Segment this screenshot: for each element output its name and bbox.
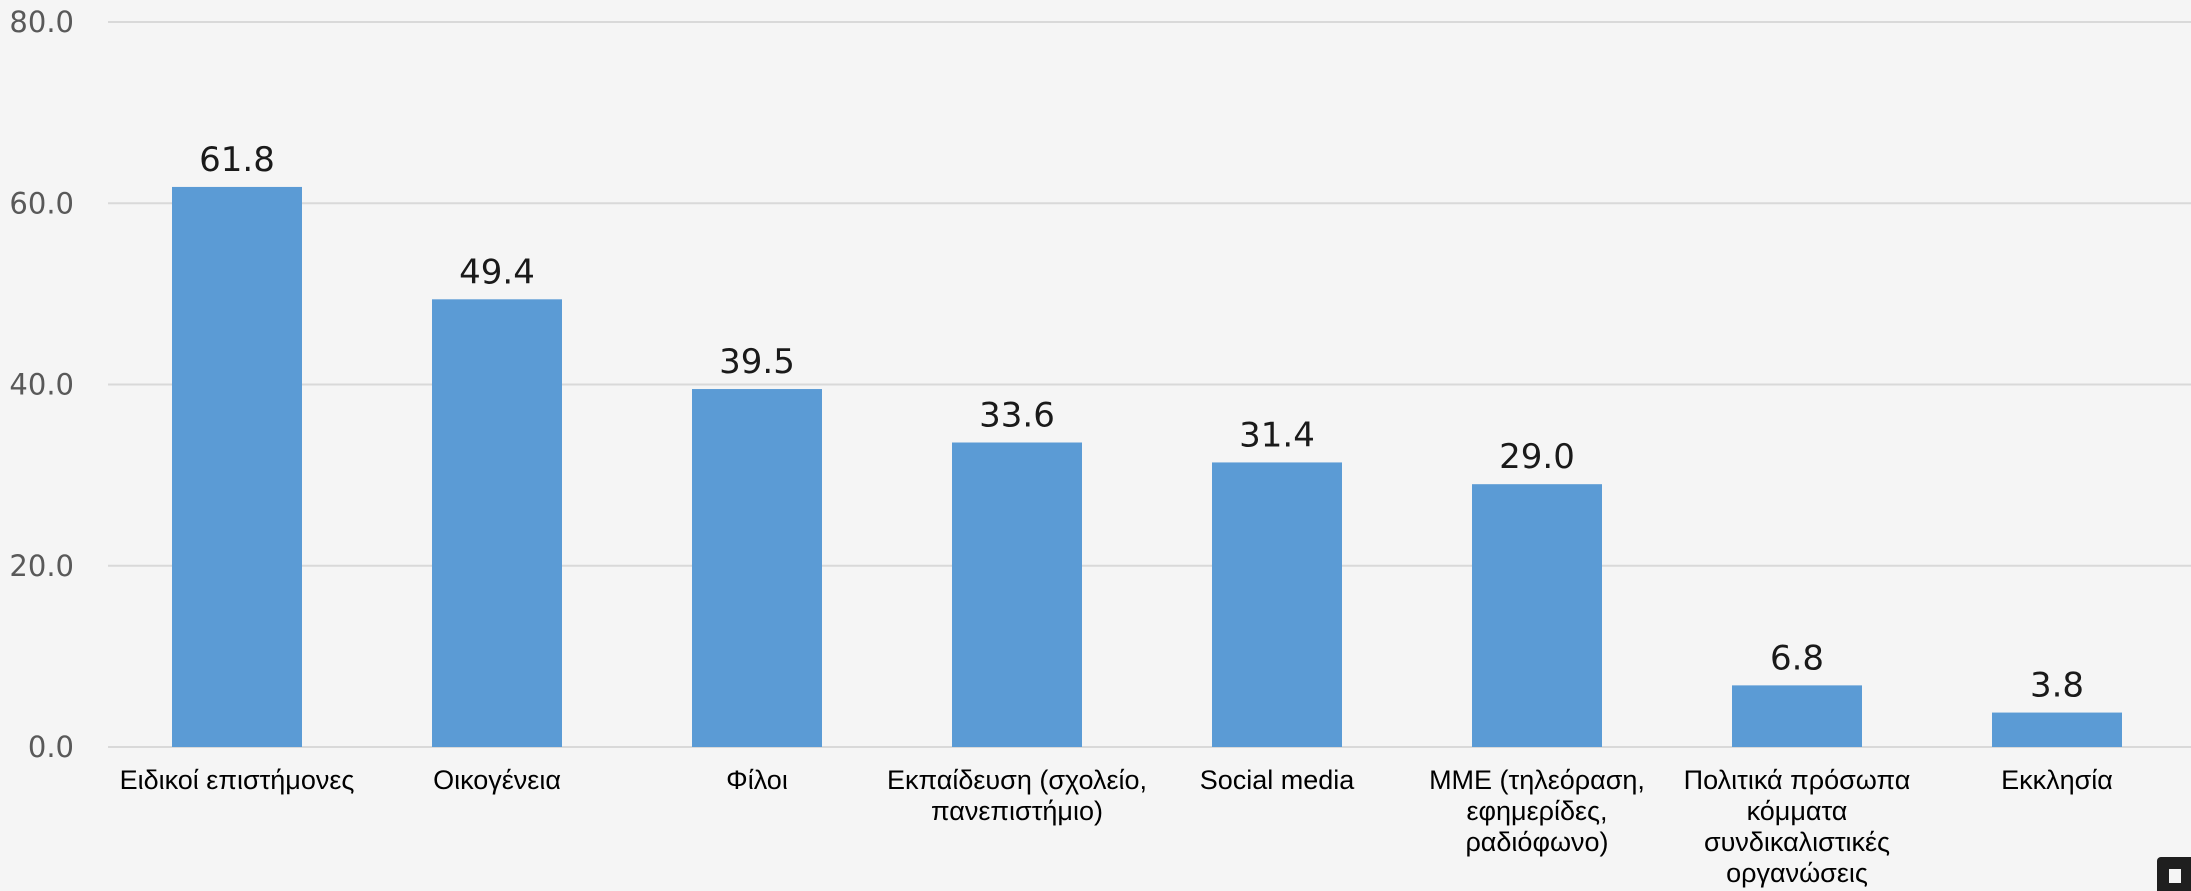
x-tick-label-line: πανεπιστήμιο) xyxy=(931,796,1103,826)
data-label: 3.8 xyxy=(2030,666,2084,706)
x-tick-label-line: κόμματα xyxy=(1747,796,1848,826)
bar[interactable] xyxy=(952,442,1082,748)
x-tick-label: ΜΜΕ (τηλεόραση, εφημερίδες, ραδιόφωνο) xyxy=(1429,765,1645,857)
y-tick-label: 20.0 xyxy=(9,549,74,583)
x-tick-label-line: Πολιτικά πρόσωπα xyxy=(1684,765,1911,795)
x-tick-label: Πολιτικά πρόσωπα κόμματα συνδικαλιστικές ορ… xyxy=(1684,765,1911,888)
data-label: 49.4 xyxy=(459,252,535,292)
y-tick-label: 40.0 xyxy=(9,368,74,402)
x-tick-label-line: Οικογένεια xyxy=(433,765,561,795)
x-tick-label: Social media xyxy=(1200,765,1356,795)
y-tick-label: 0.0 xyxy=(28,730,74,764)
x-tick-label-line: συνδικαλιστικές xyxy=(1704,827,1890,857)
data-label: 31.4 xyxy=(1239,415,1315,455)
bar[interactable] xyxy=(1992,712,2122,747)
x-tick-label-line: Φίλοι xyxy=(726,765,788,795)
bar[interactable] xyxy=(172,186,302,747)
data-label: 6.8 xyxy=(1770,638,1824,678)
bars xyxy=(172,186,2122,748)
y-tick-label: 60.0 xyxy=(9,186,74,220)
data-labels: 61.8 49.4 39.5 33.6 31.4 29.0 6.8 3.8 xyxy=(199,140,2084,706)
x-tick-label-line: εφημερίδες, xyxy=(1466,796,1607,826)
x-axis-labels: Ειδικοί επιστήμονες Οικογένεια Φίλοι Εκπαίδ… xyxy=(120,765,2113,888)
y-axis-ticks: 0.0 20.0 40.0 60.0 80.0 xyxy=(9,5,74,764)
expand-icon[interactable] xyxy=(2157,857,2191,891)
x-tick-label-line: οργανώσεις xyxy=(1726,858,1868,888)
x-tick-label-line: ΜΜΕ (τηλεόραση, xyxy=(1429,765,1645,795)
data-label: 39.5 xyxy=(719,342,795,382)
x-tick-label: Φίλοι xyxy=(726,765,788,795)
data-label: 29.0 xyxy=(1499,437,1575,477)
data-label: 33.6 xyxy=(979,396,1055,436)
x-tick-label: Εκπαίδευση (σχολείο, πανεπιστήμιο) xyxy=(887,765,1147,826)
bar[interactable] xyxy=(1732,685,1862,747)
x-tick-label-line: Social media xyxy=(1200,765,1356,795)
y-tick-label: 80.0 xyxy=(9,5,74,39)
x-tick-label: Οικογένεια xyxy=(433,765,561,795)
bar[interactable] xyxy=(692,389,822,747)
bar[interactable] xyxy=(1212,462,1342,747)
x-tick-label: Ειδικοί επιστήμονες xyxy=(120,765,355,795)
bar[interactable] xyxy=(1472,484,1602,747)
gridlines xyxy=(108,21,2191,748)
x-tick-label: Εκκλησία xyxy=(2001,765,2113,795)
bar[interactable] xyxy=(432,299,562,747)
data-label: 61.8 xyxy=(199,140,275,180)
x-tick-label-line: Εκκλησία xyxy=(2001,765,2113,795)
x-tick-label-line: Εκπαίδευση (σχολείο, xyxy=(887,765,1147,795)
x-tick-label-line: Ειδικοί επιστήμονες xyxy=(120,765,355,795)
x-tick-label-line: ραδιόφωνο) xyxy=(1465,827,1608,857)
